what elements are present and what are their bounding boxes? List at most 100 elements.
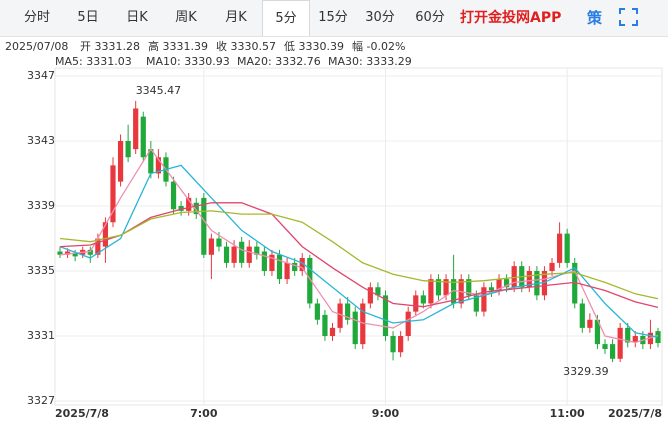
candle-body bbox=[609, 344, 616, 359]
candle-body bbox=[254, 246, 260, 255]
info-close: 收 3330.57 bbox=[216, 39, 276, 53]
y-tick-label: 3347 bbox=[27, 69, 55, 82]
candle-body bbox=[451, 279, 457, 304]
info-open: 开 3331.28 bbox=[80, 40, 140, 53]
ma-line bbox=[59, 210, 659, 300]
candle-body bbox=[405, 311, 411, 336]
candle-body bbox=[125, 141, 131, 158]
open-app-link[interactable]: 打开金投网APP bbox=[460, 10, 562, 26]
candle-body bbox=[284, 262, 290, 280]
candle-body bbox=[239, 241, 245, 263]
candle-body bbox=[428, 279, 434, 304]
candle-body bbox=[526, 271, 532, 288]
candle-body bbox=[511, 266, 517, 288]
candle-body bbox=[602, 344, 608, 349]
candle-body bbox=[398, 336, 404, 353]
y-tick-label: 3343 bbox=[27, 134, 55, 147]
strategy-button[interactable]: 策 bbox=[587, 9, 603, 27]
legend-entry: MA30: 3333.29 bbox=[328, 55, 412, 68]
candle-body bbox=[208, 238, 214, 255]
legend-entry: MA20: 3332.76 bbox=[237, 55, 321, 68]
candle-body bbox=[155, 157, 162, 174]
fullscreen-icon[interactable] bbox=[619, 8, 638, 26]
candle-body bbox=[261, 251, 267, 271]
candle-body bbox=[322, 314, 328, 336]
y-tick-label: 3327 bbox=[27, 394, 55, 407]
candle-body bbox=[382, 295, 389, 336]
tab[interactable]: 周K bbox=[175, 10, 197, 25]
legend-entry: MA10: 3330.93 bbox=[146, 55, 230, 68]
candle-body bbox=[64, 251, 71, 255]
y-tick-label: 3335 bbox=[27, 264, 55, 277]
y-tick-label: 3339 bbox=[27, 199, 55, 212]
candle-body bbox=[345, 303, 351, 320]
candle-body bbox=[269, 254, 275, 271]
info-low: 低 3330.39 bbox=[284, 40, 344, 53]
ma-line bbox=[59, 202, 659, 309]
candle-body bbox=[57, 251, 63, 255]
candle-body bbox=[594, 319, 601, 345]
candle-body bbox=[625, 327, 631, 343]
candle-body bbox=[337, 303, 343, 328]
candle-body bbox=[443, 279, 449, 296]
tab[interactable]: 5分 bbox=[262, 0, 310, 36]
x-tick-label: 2025/7/8 bbox=[55, 407, 109, 420]
candle-body bbox=[473, 295, 479, 312]
legend-entry: MA5: 3331.03 bbox=[55, 55, 132, 68]
candle-body bbox=[413, 295, 419, 312]
tab[interactable]: 分时 bbox=[23, 10, 50, 25]
candle-body bbox=[72, 253, 78, 257]
candle-body bbox=[223, 246, 230, 263]
tab[interactable]: 30分 bbox=[365, 10, 395, 25]
candle-body bbox=[201, 197, 207, 255]
info-date: 2025/07/08 bbox=[5, 40, 68, 53]
tab[interactable]: 15分 bbox=[318, 10, 348, 25]
candle-body bbox=[314, 303, 320, 320]
candle-body bbox=[556, 233, 563, 263]
tab[interactable]: 月K bbox=[225, 10, 247, 25]
candle-body bbox=[496, 279, 502, 291]
candle-body bbox=[246, 246, 252, 263]
candle-body bbox=[95, 238, 101, 255]
candle-body bbox=[117, 141, 124, 182]
candle-body bbox=[299, 258, 305, 271]
annotation: 3329.39 bbox=[563, 365, 609, 378]
candle-body bbox=[587, 319, 593, 328]
candle-body bbox=[420, 295, 426, 304]
candle-body bbox=[504, 279, 510, 288]
candle-body bbox=[140, 116, 146, 158]
candle-body bbox=[435, 279, 442, 296]
candle-body bbox=[617, 327, 623, 359]
info-high: 高 3331.39 bbox=[148, 39, 208, 53]
candle-body bbox=[133, 108, 139, 150]
candle-body bbox=[632, 336, 638, 343]
plot-frame bbox=[54, 67, 663, 406]
candle-body bbox=[360, 303, 366, 345]
candle-body bbox=[329, 327, 336, 336]
candle-body bbox=[375, 287, 381, 296]
candle-body bbox=[549, 262, 555, 271]
annotation: 3345.47 bbox=[136, 84, 182, 97]
candle-body bbox=[466, 279, 472, 296]
info-change: 幅 -0.02% bbox=[352, 40, 405, 53]
tab-bar: 打开金投网APP 策 分时 5日 日K 周K 月K 5分 15分 30分 60分 bbox=[0, 0, 668, 37]
x-tick-label: 11:00 bbox=[550, 407, 585, 420]
candle-body bbox=[148, 149, 154, 174]
candle-body bbox=[572, 262, 578, 304]
candle-body bbox=[170, 181, 177, 210]
tab[interactable]: 60分 bbox=[415, 10, 445, 25]
candle-body bbox=[488, 287, 495, 291]
candle-body bbox=[216, 238, 222, 247]
tab[interactable]: 5日 bbox=[77, 10, 99, 25]
candle-body bbox=[352, 311, 358, 345]
tab[interactable]: 日K bbox=[126, 10, 148, 25]
candle-body bbox=[579, 303, 585, 328]
candle-body bbox=[390, 336, 396, 353]
x-tick-label: 9:00 bbox=[372, 407, 400, 420]
candle-body bbox=[231, 246, 237, 263]
candle-body bbox=[276, 254, 283, 280]
candle-body bbox=[307, 258, 313, 304]
candle-body bbox=[367, 287, 373, 304]
candle-body bbox=[481, 287, 487, 312]
